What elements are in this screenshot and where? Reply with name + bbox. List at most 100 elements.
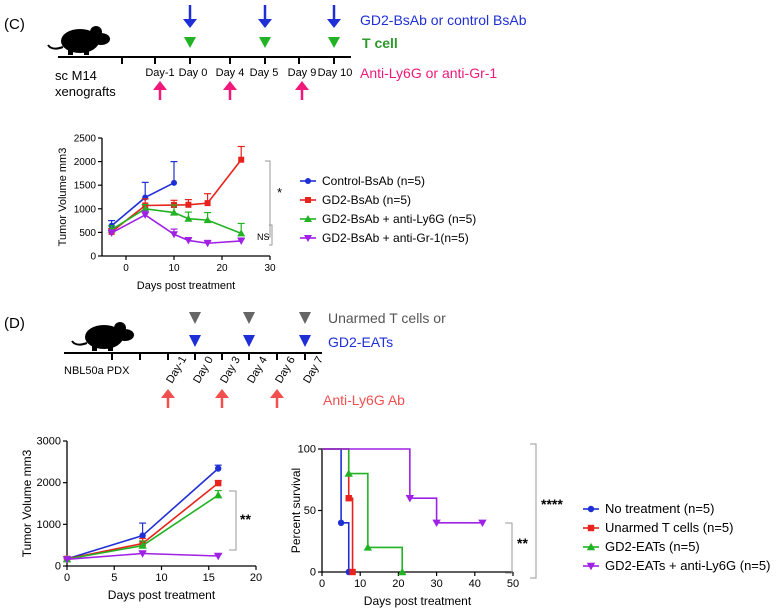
chart-c-tumor-volume: 0 500 1000 1500 2000 2500 0 10 20 30 Days post tre…	[57, 134, 476, 293]
series-line	[322, 448, 404, 572]
x-tick-label: 15	[203, 572, 215, 584]
legend-label: Control-BsAb (n=5)	[322, 174, 425, 188]
x-tick-label: 5	[111, 572, 117, 584]
x-tick-label: 10	[168, 263, 180, 274]
data-point	[344, 469, 353, 477]
legend-unarmed: Unarmed T cells or	[328, 310, 446, 326]
legend-tcell: T cell	[362, 35, 398, 51]
data-point	[214, 552, 223, 561]
data-point	[170, 231, 178, 239]
x-tick-label: 0	[319, 578, 325, 590]
sig-d-surv-sub-bracket	[505, 522, 513, 574]
x-tick-label: 30	[264, 263, 276, 274]
series-line	[322, 448, 483, 524]
data-point	[432, 519, 441, 527]
series-line	[111, 214, 242, 245]
x-axis-label: Days post treatment	[137, 280, 235, 292]
sig-d-tumor: **	[240, 511, 251, 527]
legend-label: GD2-EATs (n=5)	[605, 539, 700, 554]
legend-label: GD2-BsAb + anti-Gr-1(n=5)	[322, 231, 469, 245]
y-tick-label: 100	[298, 444, 316, 456]
y-tick-label: 3000	[37, 436, 61, 448]
legend-bsab: GD2-BsAb or control BsAb	[360, 12, 527, 28]
legend-label: No treatment (n=5)	[605, 501, 714, 516]
data-point	[138, 541, 147, 549]
x-tick-label: 10	[155, 572, 167, 584]
series-line	[111, 159, 242, 233]
mouse-icon	[47, 25, 111, 56]
timeline-d	[64, 352, 322, 360]
x-tick-label: 50	[507, 578, 519, 590]
data-point	[405, 495, 415, 503]
y-axis-label: Tumor Volume mm3	[57, 148, 69, 247]
legend-anti-ly6g: Anti-Ly6G or anti-Gr-1	[360, 65, 497, 81]
y-tick-label: 2500	[74, 134, 97, 145]
legend-anti-ly6g-ab: Anti-Ly6G Ab	[323, 392, 405, 408]
chart-d-survival: 0 50 100 0 10 20 30 40 50 Days post treatment Perc…	[289, 444, 770, 609]
data-point	[305, 197, 311, 203]
data-point	[214, 490, 223, 499]
timeline-tick: Day 10	[318, 67, 353, 79]
data-point	[185, 201, 192, 208]
legend-label: GD2-EATs + anti-Ly6G (n=5)	[605, 558, 770, 573]
sig-c-ns-bracket	[269, 224, 273, 246]
data-point	[141, 211, 150, 219]
data-point	[171, 179, 177, 186]
y-tick-label: 0	[90, 252, 96, 263]
blue-down-arrow-icon	[183, 5, 341, 28]
timeline-left-label: NBL50a PDX	[64, 365, 130, 377]
legend-label: GD2-BsAb (n=5)	[322, 193, 411, 207]
data-point	[586, 542, 596, 551]
legend-gd2-eats: GD2-EATs	[328, 334, 393, 350]
timeline-tick: Day-1	[145, 67, 174, 79]
y-tick-label: 1500	[74, 181, 97, 192]
data-point	[62, 556, 72, 564]
sig-c-main: *	[277, 185, 282, 200]
data-point	[184, 214, 193, 222]
timeline-tick: Day 5	[250, 67, 279, 79]
sig-d-surv-main-bracket	[530, 443, 537, 579]
sig-d-tumor-bracket	[229, 490, 237, 551]
timeline-c	[58, 56, 351, 64]
data-point	[304, 215, 312, 222]
series-line	[111, 207, 242, 235]
x-tick-label: 10	[354, 578, 366, 590]
sig-c-main-bracket	[265, 160, 271, 238]
data-point	[184, 237, 193, 245]
data-point	[237, 229, 246, 237]
data-point	[398, 567, 407, 576]
coral-up-arrow-icon	[161, 389, 284, 408]
data-point	[586, 562, 596, 571]
x-tick-label: 0	[123, 263, 129, 274]
data-point	[203, 240, 212, 248]
panel-label-c: (C)	[4, 16, 25, 33]
y-tick-label: 0	[310, 567, 316, 579]
x-axis-label: Days post treatment	[364, 594, 472, 608]
data-point	[349, 568, 356, 576]
data-point	[478, 519, 487, 527]
grey-triangle-icon	[189, 312, 311, 324]
y-tick-label: 2000	[37, 477, 61, 489]
y-axis-label: Tumor Volume mm3	[20, 449, 34, 557]
data-point	[587, 524, 595, 532]
magenta-up-arrow-icon	[153, 81, 309, 100]
data-point	[215, 479, 222, 487]
y-tick-label: 50	[304, 505, 316, 517]
data-point	[337, 519, 345, 526]
data-point	[203, 216, 212, 224]
data-point	[139, 532, 146, 539]
chart-d-tumor-volume: 0 1000 2000 3000 0 5 10 15 20 Days post treatment…	[20, 436, 262, 603]
data-point	[138, 550, 147, 558]
sig-d-surv-sub: **	[517, 535, 528, 551]
series-line	[322, 448, 350, 572]
legend-label: Unarmed T cells (n=5)	[605, 520, 734, 535]
panel-label-d: (D)	[4, 315, 25, 332]
data-point	[238, 156, 245, 163]
x-tick-label: 0	[64, 572, 70, 584]
legend-label: GD2-BsAb + anti-Ly6G (n=5)	[322, 212, 476, 226]
y-tick-label: 1000	[37, 519, 61, 531]
tcell-triangle-icon	[184, 37, 340, 48]
data-point	[345, 495, 352, 502]
x-tick-label: 40	[469, 578, 481, 590]
y-axis-label: Percent survival	[289, 468, 303, 553]
